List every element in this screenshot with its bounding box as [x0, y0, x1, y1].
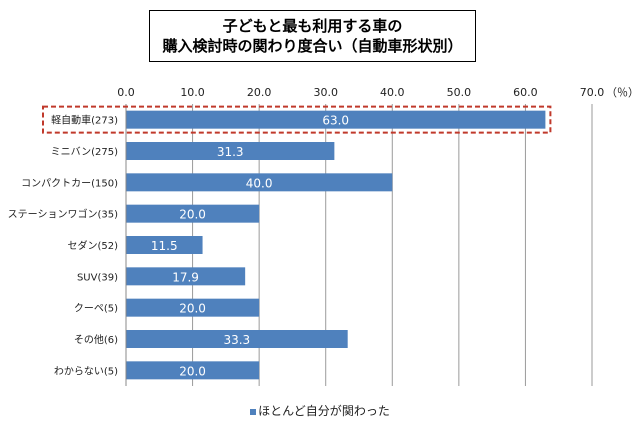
bar-value-label: 33.3: [223, 333, 250, 347]
x-tick-label: 0.0: [117, 86, 135, 99]
highlight-box: [42, 105, 552, 134]
x-tick-label: 20.0: [247, 86, 272, 99]
x-tick-label: 40.0: [380, 86, 405, 99]
chart-title-line-2: 購入検討時の関わり度合い（自動車形状別）: [162, 37, 463, 55]
bar-value-label: 17.9: [172, 270, 199, 284]
x-tick-label: 10.0: [180, 86, 205, 99]
bar-value-label: 63.0: [322, 114, 349, 128]
y-category-label: クーペ(5): [74, 303, 118, 315]
bar: [126, 204, 260, 223]
bar: [126, 173, 393, 192]
legend-label: ほとんど自分が関わった: [258, 404, 390, 418]
legend-swatch: [250, 408, 257, 415]
y-category-label: 軽自動車(273): [51, 114, 118, 127]
x-tick-label: 60.0: [513, 86, 538, 99]
x-tick-label: 50.0: [447, 86, 472, 99]
y-category-label: わからない(5): [54, 365, 118, 377]
bar: [126, 110, 546, 129]
bar: [126, 267, 246, 286]
bar-value-label: 20.0: [179, 302, 206, 316]
y-category-label: ステーションワゴン(35): [8, 208, 118, 221]
chart-title-line-1: 子どもと最も利用する車の: [222, 17, 403, 35]
bar: [126, 330, 348, 348]
chart-title-box: 子どもと最も利用する車の 購入検討時の関わり度合い（自動車形状別）: [149, 10, 476, 62]
bar: [126, 236, 203, 254]
y-category-label: ミニバン(275): [51, 146, 118, 158]
bar-value-label: 20.0: [179, 364, 206, 378]
y-category-label: コンパクトカー(150): [21, 177, 118, 189]
bar: [126, 298, 260, 317]
x-unit-label: （％）: [606, 86, 639, 99]
bar-value-label: 11.5: [151, 239, 178, 253]
bar-value-label: 31.3: [217, 145, 244, 159]
x-tick-label: 70.0: [580, 86, 605, 99]
y-category-label: セダン(52): [67, 239, 118, 252]
y-category-label: その他(6): [74, 333, 118, 346]
x-tick-label: 30.0: [313, 86, 338, 99]
bar-value-label: 40.0: [246, 176, 273, 190]
legend: ほとんど自分が関わった: [0, 402, 640, 419]
bar: [126, 142, 335, 160]
bar-value-label: 20.0: [179, 208, 206, 222]
bar: [126, 361, 260, 380]
y-category-label: SUV(39): [77, 272, 118, 283]
